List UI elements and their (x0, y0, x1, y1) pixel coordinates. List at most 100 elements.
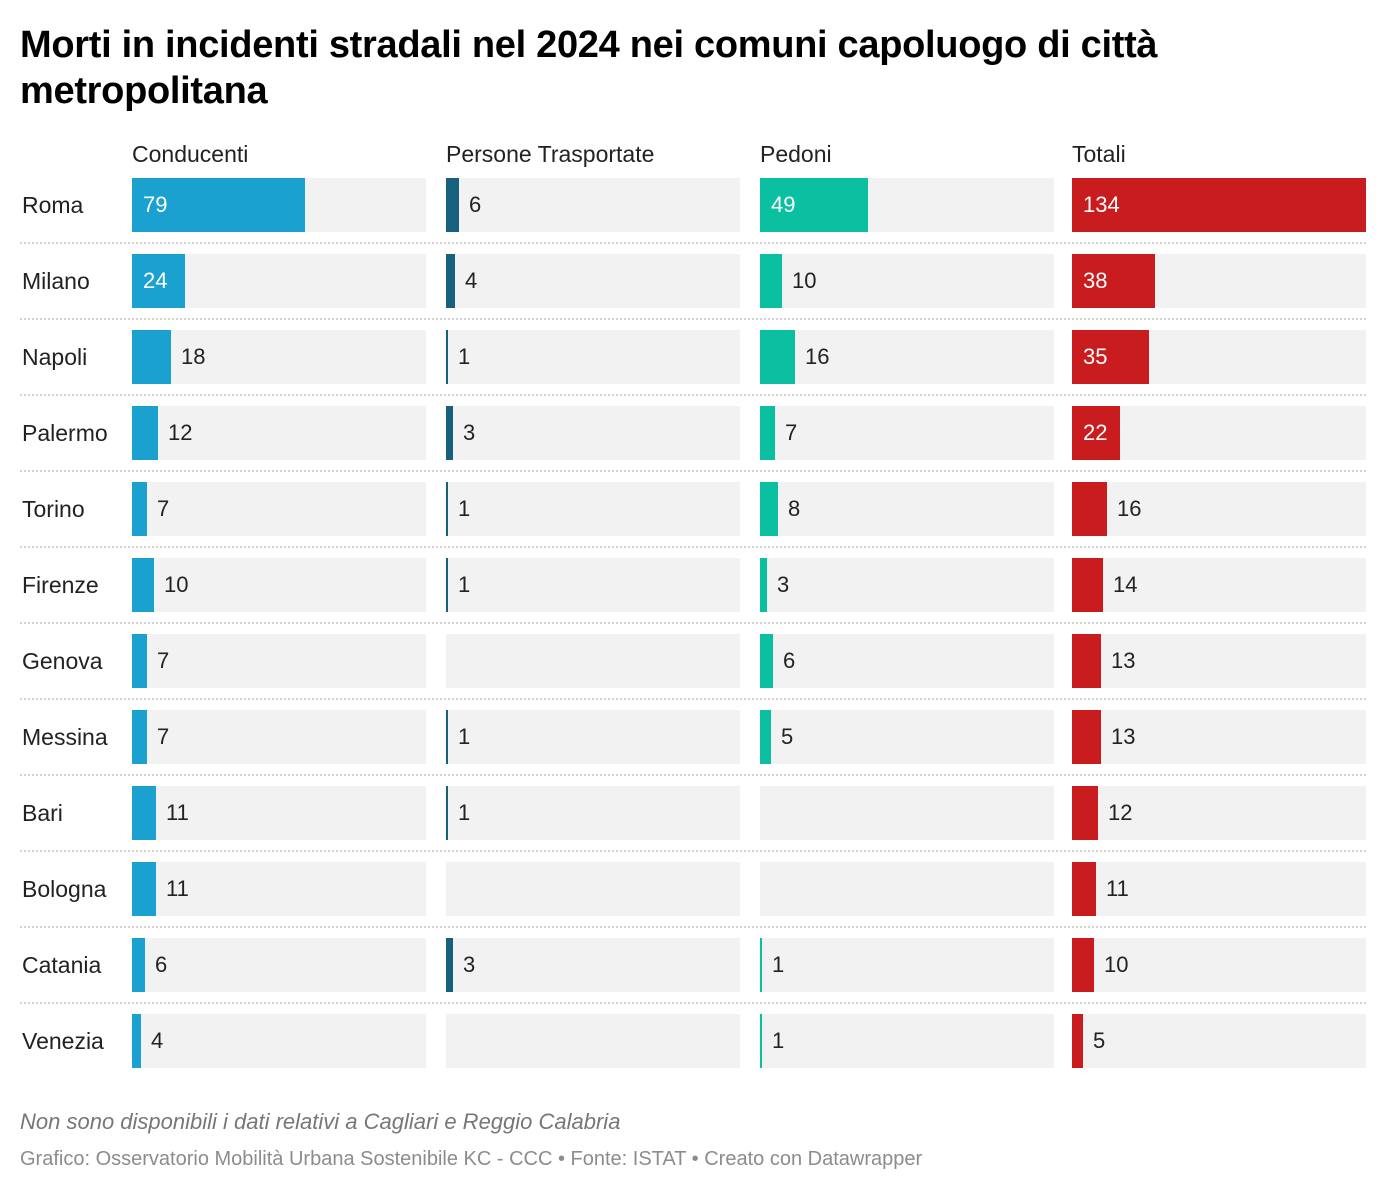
row-label: Torino (22, 496, 85, 522)
row-label: Venezia (22, 1028, 104, 1054)
value-label: 7 (157, 724, 170, 749)
bar (446, 558, 448, 612)
bar-track: 11 (132, 786, 426, 840)
value-label: 22 (1083, 420, 1108, 445)
chart-footer: Grafico: Osservatorio Mobilità Urbana So… (20, 1148, 923, 1170)
row-separator (20, 394, 1366, 396)
bar (760, 406, 775, 460)
bar-track: 1 (446, 330, 740, 384)
value-label: 11 (1106, 876, 1129, 901)
bar-track (446, 634, 740, 688)
bar-track: 11 (1072, 862, 1366, 916)
bar-track: 7 (132, 710, 426, 764)
bar (1072, 482, 1107, 536)
value-label: 10 (164, 572, 189, 597)
bar (760, 254, 782, 308)
value-label: 1 (458, 496, 471, 521)
bar-track: 12 (1072, 786, 1366, 840)
bar (446, 938, 453, 992)
bar-track: 8 (760, 482, 1054, 536)
bar-track: 13 (1072, 710, 1366, 764)
value-label: 10 (792, 268, 817, 293)
value-label: 7 (157, 648, 170, 673)
value-label: 1 (458, 724, 471, 749)
value-label: 3 (463, 952, 476, 977)
value-label: 13 (1111, 648, 1136, 673)
bar (132, 330, 171, 384)
bar (1072, 330, 1149, 384)
bar (132, 634, 147, 688)
value-label: 49 (771, 192, 796, 217)
bar (132, 786, 156, 840)
chart-title: Morti in incidenti stradali nel 2024 nei… (20, 24, 1158, 112)
value-label: 1 (458, 572, 471, 597)
bar-track: 7 (132, 634, 426, 688)
bar-track: 16 (1072, 482, 1366, 536)
value-label: 12 (1108, 800, 1133, 825)
bar-track: 6 (760, 634, 1054, 688)
bar (1072, 786, 1098, 840)
row-separator (20, 622, 1366, 624)
row-separator (20, 470, 1366, 472)
row-label: Palermo (22, 420, 108, 446)
value-label: 11 (166, 800, 189, 825)
row-label: Roma (22, 192, 84, 218)
row-separator (20, 242, 1366, 244)
value-label: 1 (772, 1028, 785, 1053)
bar-track: 13 (1072, 634, 1366, 688)
row-label: Firenze (22, 572, 99, 598)
bar (1072, 558, 1103, 612)
bar (1072, 710, 1101, 764)
bar (132, 1014, 141, 1068)
bar-track: 4 (132, 1014, 426, 1068)
bar-track: 5 (1072, 1014, 1366, 1068)
bar-track: 6 (446, 178, 740, 232)
bar-track: 1 (446, 558, 740, 612)
value-label: 24 (143, 268, 168, 293)
bar (760, 558, 767, 612)
row-label: Messina (22, 724, 108, 750)
bar (1072, 634, 1101, 688)
bar-track: 1 (760, 1014, 1054, 1068)
bar (1072, 406, 1120, 460)
bar (132, 862, 156, 916)
bar-track (446, 862, 740, 916)
value-label: 6 (469, 192, 482, 217)
row-separator (20, 926, 1366, 928)
bar (1072, 254, 1155, 308)
bar (1072, 862, 1096, 916)
bar (446, 786, 448, 840)
value-label: 1 (458, 344, 471, 369)
bar (1072, 178, 1366, 232)
bar-track: 3 (446, 406, 740, 460)
value-label: 35 (1083, 344, 1108, 369)
row-separator (20, 546, 1366, 548)
bar (760, 710, 771, 764)
bar (760, 1014, 762, 1068)
value-label: 16 (805, 344, 830, 369)
bar-track: 1 (446, 710, 740, 764)
bar (760, 482, 778, 536)
column-header: Conducenti (132, 141, 249, 167)
bar-track (446, 1014, 740, 1068)
value-label: 16 (1117, 496, 1142, 521)
row-separator (20, 698, 1366, 700)
row-label: Catania (22, 952, 102, 978)
value-label: 6 (155, 952, 168, 977)
bar (132, 254, 185, 308)
bar-track: 5 (760, 710, 1054, 764)
bar (132, 178, 305, 232)
bar-track: 1 (446, 786, 740, 840)
bar-track: 16 (760, 330, 1054, 384)
bar (132, 406, 158, 460)
row-label: Napoli (22, 344, 88, 370)
bar (132, 938, 145, 992)
bar (1072, 938, 1094, 992)
value-label: 4 (465, 268, 478, 293)
column-header: Totali (1072, 141, 1126, 167)
bar-track: 24 (132, 254, 426, 308)
value-label: 10 (1104, 952, 1129, 977)
row-label: Bari (22, 800, 63, 826)
value-label: 13 (1111, 724, 1136, 749)
bar-track: 35 (1072, 330, 1366, 384)
